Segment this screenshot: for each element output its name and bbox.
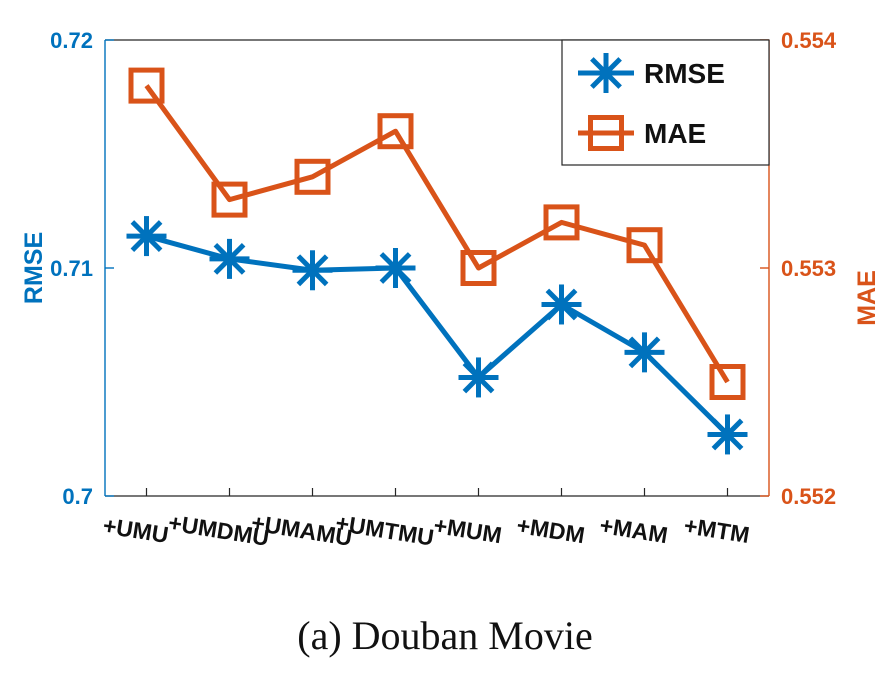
- rmse-point: [624, 332, 665, 373]
- legend-marker-icon: [588, 115, 624, 151]
- x-tick-label: +MTM: [682, 512, 751, 548]
- marker-stroke: [462, 361, 495, 394]
- mae-point: [128, 67, 165, 104]
- rmse-point: [292, 250, 333, 291]
- series-layer: [126, 67, 748, 455]
- mae-point: [460, 250, 497, 286]
- rmse-point: [541, 284, 582, 325]
- mae-point: [377, 113, 414, 150]
- rmse-point: [375, 248, 416, 288]
- legend-entry: RMSE: [644, 58, 725, 89]
- left-tick-label: 0.72: [50, 28, 93, 53]
- marker-stroke: [545, 288, 578, 321]
- mae-point: [626, 227, 663, 264]
- y-right-label: MAE: [853, 270, 881, 326]
- x-tick-label: +MUM: [432, 512, 504, 548]
- y-left-label: RMSE: [20, 232, 48, 304]
- marker-stroke: [711, 418, 744, 451]
- marker-stroke: [130, 220, 163, 252]
- rmse-point: [458, 357, 499, 398]
- right-tick-label: 0.553: [781, 256, 836, 281]
- legend-marker-icon: [586, 53, 626, 93]
- left-tick-label: 0.71: [50, 256, 93, 281]
- figure-caption: (a) Douban Movie: [297, 613, 593, 658]
- marker-stroke: [590, 57, 622, 89]
- mae-point: [294, 158, 331, 195]
- rmse-point: [126, 216, 167, 257]
- mae-point: [211, 181, 248, 218]
- right-tick-label: 0.554: [781, 28, 837, 53]
- marker-stroke: [296, 254, 329, 287]
- legend: RMSE MAE: [561, 39, 770, 166]
- marker-stroke: [213, 242, 246, 275]
- x-tick-label: +UMU: [101, 512, 170, 548]
- x-tick-label: +MDM: [515, 512, 587, 548]
- marker-stroke: [379, 252, 412, 284]
- legend-entry: MAE: [644, 118, 706, 149]
- left-tick-label: 0.7: [62, 484, 93, 509]
- rmse-point: [209, 238, 250, 279]
- right-tick-label: 0.552: [781, 484, 836, 509]
- rmse-point: [707, 414, 748, 455]
- x-tick-label: +MAM: [598, 512, 670, 548]
- mae-point: [543, 204, 580, 241]
- mae-point: [709, 364, 746, 400]
- marker-stroke: [628, 336, 661, 369]
